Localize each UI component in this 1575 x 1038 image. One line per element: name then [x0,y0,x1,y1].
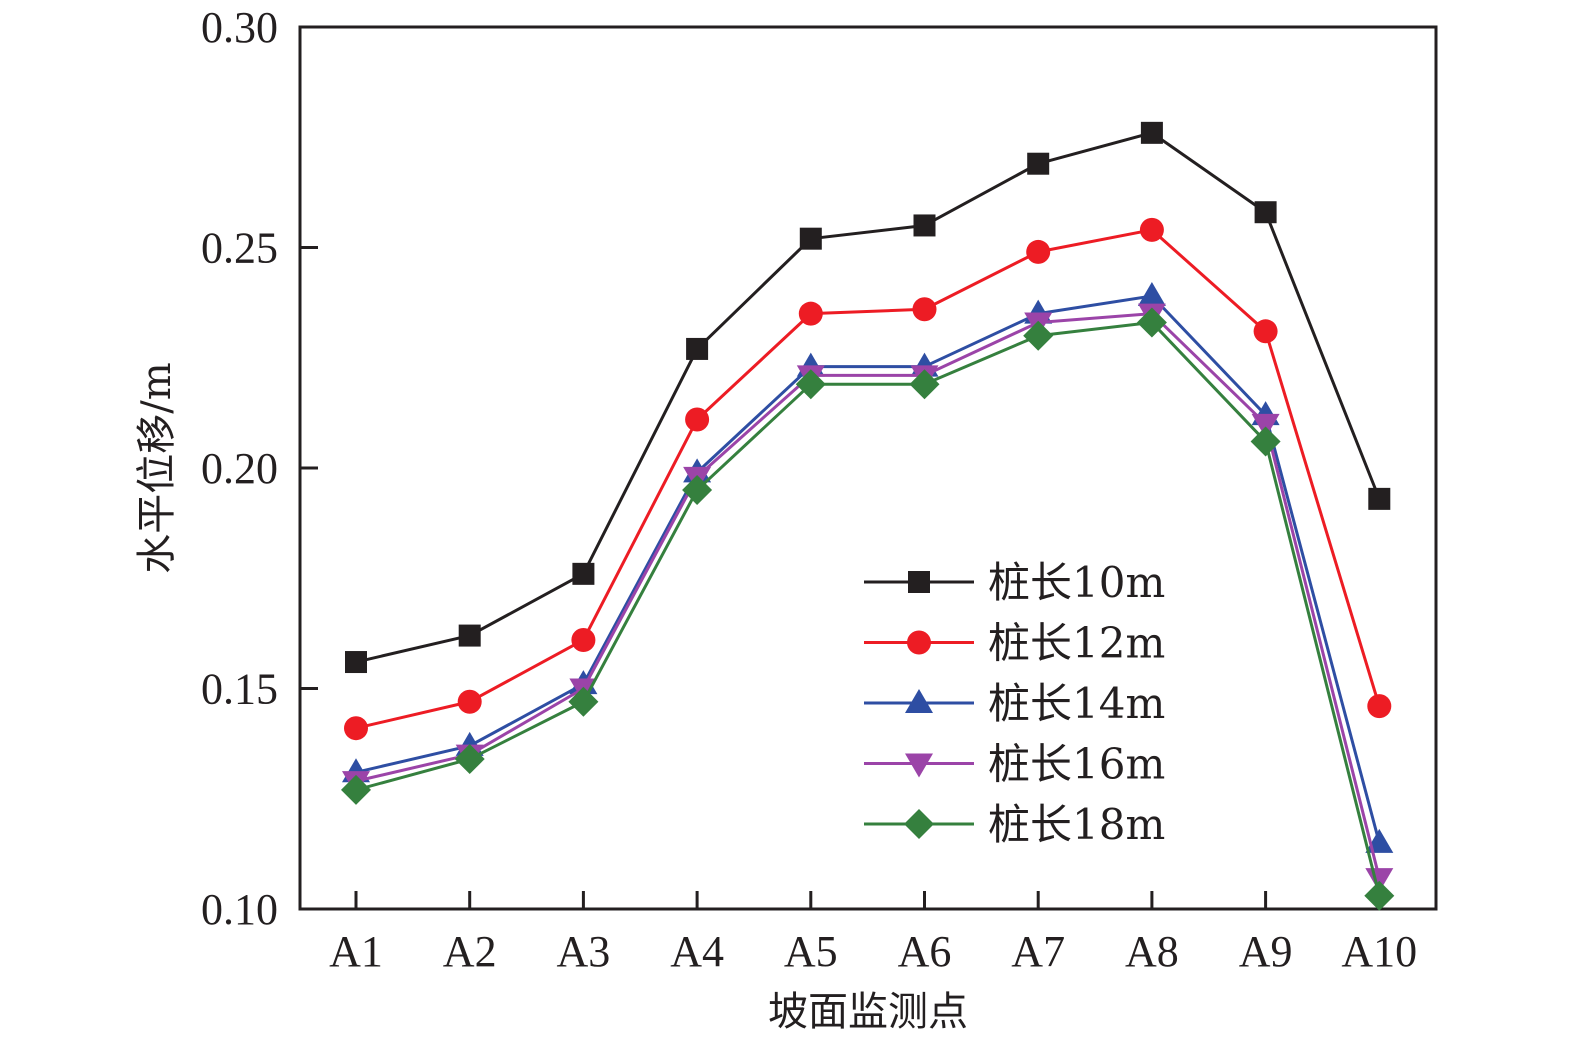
data-point [1367,694,1392,719]
data-point [1023,320,1054,351]
legend: 桩长10m 桩长12m 桩长14m 桩长16m 桩长18m [864,558,1165,849]
series-4 [342,303,1394,893]
series-3 [342,282,1394,853]
data-point [912,297,937,322]
x-tick-label: A10 [1341,927,1417,976]
x-tick-label: A4 [670,927,724,976]
y-tick-label: 0.10 [201,885,278,934]
y-tick-label: 0.30 [201,3,278,52]
data-point [344,716,368,741]
data-point [686,337,709,360]
data-point [682,475,713,506]
legend-label: 桩长14m [988,679,1165,728]
x-tick-label: A2 [443,927,497,976]
legend-item-4: 桩长16m [864,740,1165,789]
data-point [1140,121,1163,144]
y-tick-label: 0.20 [201,444,278,493]
series-5 [341,307,1395,911]
data-point [795,369,826,400]
series-line [355,312,1381,879]
x-tick-label: A3 [557,927,611,976]
legend-marker [907,630,931,655]
data-point [1139,217,1164,242]
data-point [345,651,367,674]
data-point [1365,868,1394,893]
x-tick-label: A9 [1239,927,1293,976]
x-axis-title: 坡面监测点 [768,989,968,1035]
data-point [1254,201,1277,224]
series-line [355,228,1381,730]
data-point [572,562,595,585]
legend-label: 桩长18m [988,800,1165,849]
x-tick-label: A5 [784,927,838,976]
x-tick-label: A7 [1011,927,1065,976]
data-point [1136,307,1167,338]
data-point [1253,319,1278,344]
data-point [1364,880,1395,911]
x-tick-label: A8 [1125,927,1179,976]
x-tick-label: A1 [329,927,383,976]
y-axis-title: 水平位移/m [134,362,180,573]
series-2 [344,217,1392,741]
data-point [571,627,596,652]
data-point [913,214,936,237]
axes: 0.10 0.15 0.20 0.25 0.30 A1 A2 A3 A4 A5 A6 A7 A8 A9 A1… [201,3,1438,976]
data-point [685,407,710,432]
legend-label: 桩长10m [988,558,1165,607]
legend-item-1: 桩长10m [864,558,1165,607]
legend-item-2: 桩长12m [864,619,1165,668]
data-point [568,686,599,717]
series-line [355,294,1381,844]
data-point [1368,487,1391,510]
series-line [355,131,1381,664]
y-tick-label: 0.15 [201,665,278,714]
y-tick-label: 0.25 [201,224,278,273]
legend-label: 桩长12m [988,619,1165,668]
data-point [1251,413,1280,438]
legend-marker [905,689,933,713]
data-point [454,744,485,775]
x-tick-label: A6 [898,927,952,976]
series-layer [341,121,1395,911]
data-point [457,689,482,714]
data-point [1027,152,1050,175]
plot-frame [298,25,1438,911]
series-1 [345,121,1391,674]
legend-marker [904,809,934,839]
data-point [799,227,822,250]
legend-marker [905,753,933,778]
legend-item-5: 桩长18m [864,800,1165,849]
legend-item-3: 桩长14m [864,679,1165,728]
data-point [1137,282,1166,307]
data-point [1026,239,1051,264]
data-point [341,774,371,805]
data-point [1250,426,1281,457]
series-line [355,320,1381,897]
legend-label: 桩长16m [988,740,1165,789]
data-point [798,301,823,326]
legend-marker [908,571,930,593]
data-point [458,624,481,647]
data-point [909,369,940,400]
